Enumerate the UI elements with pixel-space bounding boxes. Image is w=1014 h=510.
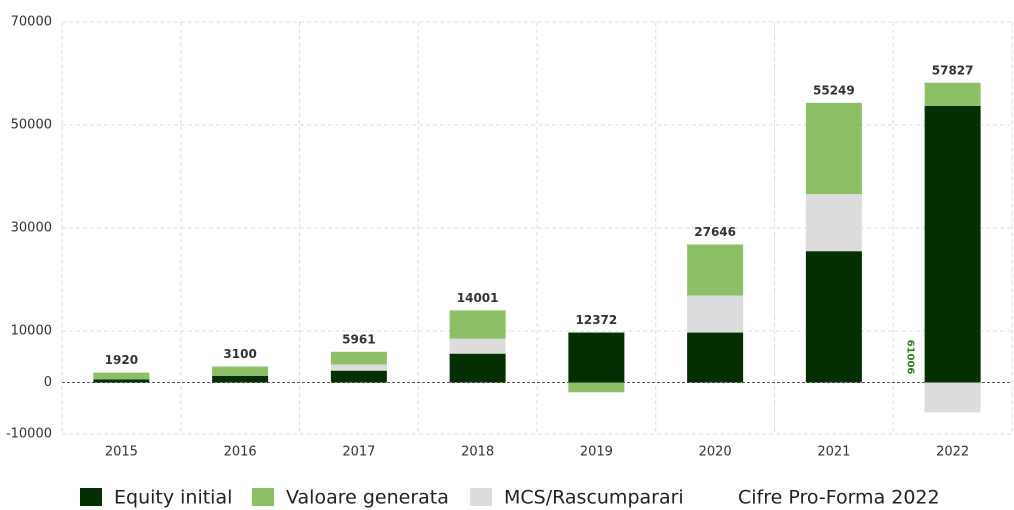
y-tick-label: 70000 [11, 15, 52, 30]
bar-segment [212, 375, 269, 383]
legend-note: Cifre Pro-Forma 2022 [738, 487, 940, 509]
bar-segment [330, 364, 387, 371]
legend-swatch [252, 488, 274, 506]
legend-label: Equity initial [114, 487, 232, 509]
x-tick-label: 2017 [342, 445, 375, 460]
bar-segment [924, 82, 981, 106]
x-tick-label: 2021 [817, 445, 850, 460]
bar-segment [449, 310, 506, 339]
legend-swatch [80, 488, 102, 506]
total-label: 1920 [105, 353, 138, 367]
total-label: 55249 [813, 83, 855, 97]
y-tick-label: 10000 [11, 324, 52, 339]
bar-segment [568, 382, 625, 393]
x-tick-label: 2015 [105, 445, 138, 460]
x-tick-label: 2019 [580, 445, 613, 460]
bar-segment [687, 295, 744, 333]
bar-segment [449, 338, 506, 354]
x-tick-label: 2022 [936, 445, 969, 460]
total-label: 5961 [342, 332, 375, 346]
y-tick-label: 50000 [11, 118, 52, 133]
legend-label: Valoare generata [286, 487, 449, 509]
total-label: 12372 [576, 313, 618, 327]
x-tick-label: 2020 [699, 445, 732, 460]
bar-segment [805, 251, 862, 383]
bar-segment [805, 102, 862, 195]
bar-segment [449, 353, 506, 383]
bar-segment [687, 244, 744, 296]
bar-segment [330, 370, 387, 383]
bar-segment [93, 379, 150, 383]
bar-segment [924, 382, 981, 413]
bar-segment [805, 194, 862, 252]
y-tick-label: 0 [44, 375, 52, 390]
annotation: 61006 [905, 340, 916, 375]
bar-segment [330, 351, 387, 365]
total-label: 14001 [457, 291, 499, 305]
bar-segment [93, 372, 150, 380]
total-label: 27646 [694, 225, 736, 239]
x-tick-label: 2016 [224, 445, 257, 460]
total-label: 3100 [223, 347, 256, 361]
bar-segment [687, 332, 744, 383]
legend-label: MCS/Rascumparari [504, 487, 684, 509]
legend-swatch [470, 488, 492, 506]
bar-segment [568, 332, 625, 383]
total-label: 57827 [932, 63, 974, 77]
bar-segment [924, 105, 981, 383]
y-tick-label: 30000 [11, 221, 52, 236]
bar-segment [212, 366, 269, 376]
x-tick-label: 2018 [461, 445, 494, 460]
y-tick-label: -10000 [6, 427, 52, 442]
